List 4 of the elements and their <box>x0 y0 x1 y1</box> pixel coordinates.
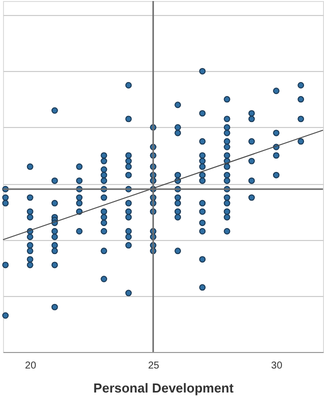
x-axis-title: Personal Development <box>93 380 234 396</box>
x-tick-label: 30 <box>271 360 283 372</box>
x-tick-label: 25 <box>148 360 160 372</box>
x-tick-label: 20 <box>25 360 37 372</box>
